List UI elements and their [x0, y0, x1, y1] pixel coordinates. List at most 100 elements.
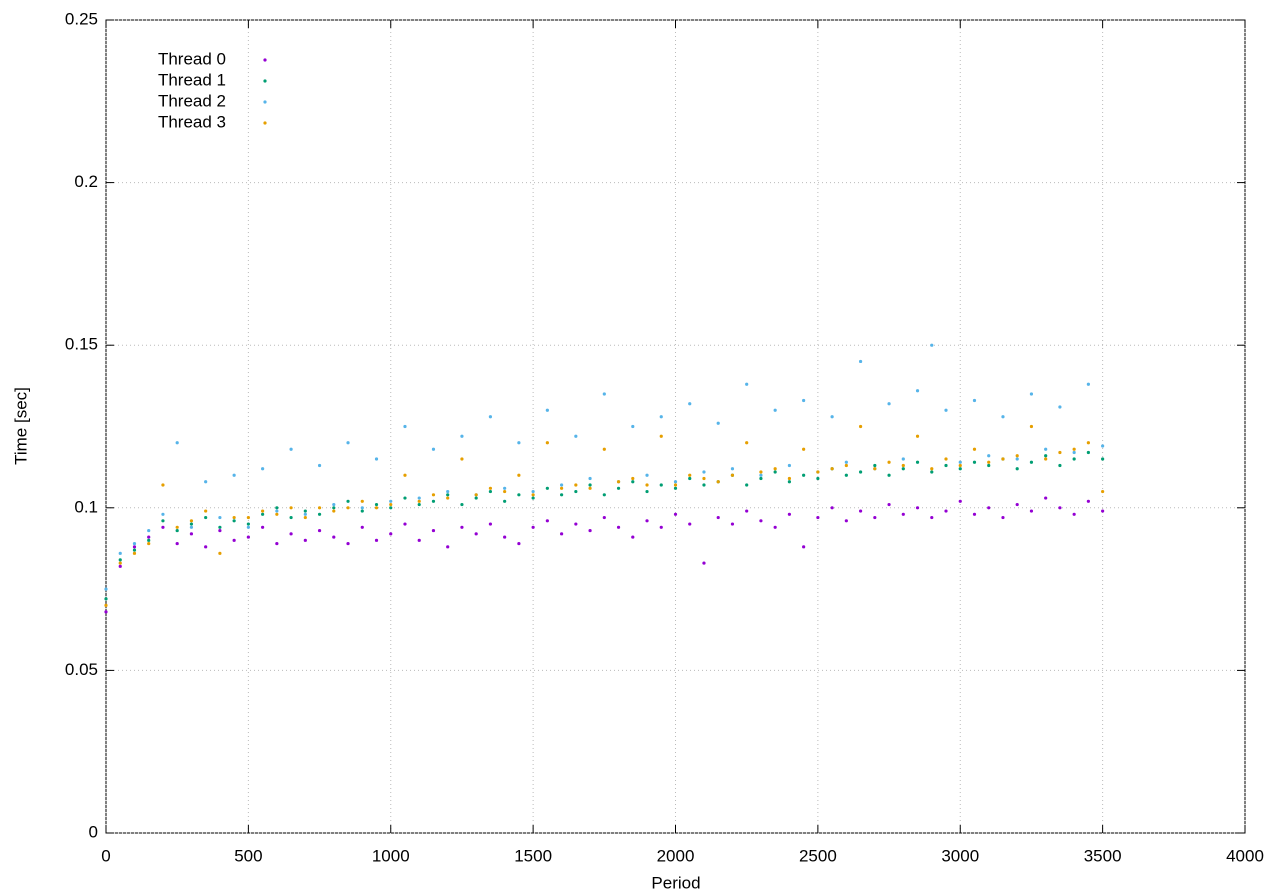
data-point	[1101, 457, 1105, 461]
legend-marker	[263, 79, 267, 83]
data-point	[460, 502, 464, 507]
data-point	[531, 496, 535, 500]
data-point	[189, 532, 194, 536]
data-point	[118, 561, 122, 565]
data-point	[673, 480, 678, 484]
data-point	[545, 441, 549, 445]
data-point	[1001, 515, 1005, 520]
data-point	[1086, 499, 1090, 503]
data-point	[1015, 454, 1019, 458]
data-point	[873, 515, 877, 520]
y-tick-label: 0.2	[74, 172, 98, 191]
data-point	[958, 463, 962, 468]
data-point	[816, 470, 820, 474]
data-point	[488, 486, 493, 490]
data-point	[759, 470, 763, 474]
data-point	[389, 506, 393, 510]
data-point	[389, 499, 393, 503]
data-point	[858, 509, 863, 513]
plot-frame	[105, 19, 1246, 834]
data-point	[816, 476, 820, 481]
data-point	[1029, 424, 1034, 429]
data-point	[1015, 467, 1019, 471]
legend-marker	[263, 121, 267, 125]
data-point	[816, 515, 820, 520]
data-point	[702, 561, 706, 565]
data-point	[616, 486, 621, 490]
data-point	[488, 415, 493, 419]
data-point	[659, 415, 663, 419]
data-point	[289, 532, 293, 536]
data-point	[403, 522, 407, 526]
x-tick-label: 3500	[1084, 846, 1122, 865]
data-point	[588, 528, 592, 533]
data-point	[645, 489, 649, 494]
data-point	[560, 483, 564, 487]
data-point	[317, 528, 322, 533]
data-point	[901, 463, 905, 468]
data-point	[360, 525, 364, 529]
data-point	[802, 447, 806, 451]
data-point	[246, 535, 250, 539]
data-point	[261, 525, 265, 529]
y-tick-label: 0.1	[74, 497, 98, 516]
data-point	[1044, 447, 1048, 451]
data-point	[830, 506, 834, 510]
data-point	[858, 470, 863, 474]
data-point	[972, 447, 977, 451]
data-point	[517, 441, 521, 445]
data-point	[374, 538, 379, 542]
data-point	[787, 476, 792, 481]
data-point	[232, 515, 236, 520]
data-point	[503, 486, 507, 490]
data-point	[930, 343, 934, 347]
data-point	[232, 519, 236, 523]
data-point	[631, 424, 635, 429]
data-point	[232, 538, 236, 542]
data-point	[118, 564, 122, 568]
data-point	[460, 525, 464, 529]
y-tick-label: 0.25	[65, 9, 98, 28]
data-point	[616, 525, 621, 529]
data-point	[104, 597, 108, 601]
data-point	[887, 460, 891, 464]
data-point	[602, 493, 606, 497]
data-point	[374, 506, 379, 510]
data-point	[944, 457, 948, 461]
data-point	[1029, 392, 1034, 396]
data-point	[147, 535, 151, 539]
data-point	[887, 473, 891, 477]
data-point	[759, 473, 763, 477]
data-point	[232, 473, 236, 477]
data-point	[616, 480, 621, 484]
data-point	[560, 532, 564, 536]
data-point	[503, 535, 507, 539]
data-point	[161, 512, 165, 516]
data-point	[972, 460, 977, 464]
data-point	[374, 457, 379, 461]
data-point	[873, 463, 877, 468]
data-point	[730, 467, 735, 471]
data-point	[858, 359, 863, 364]
data-point	[944, 408, 948, 412]
data-point	[574, 434, 578, 438]
data-point	[317, 463, 322, 468]
data-point	[189, 525, 194, 529]
data-point	[261, 512, 265, 516]
data-point	[716, 515, 720, 520]
data-point	[858, 424, 863, 429]
data-point	[303, 512, 307, 516]
data-point	[147, 528, 151, 533]
data-point	[332, 506, 336, 510]
data-point	[175, 528, 179, 533]
data-point	[275, 506, 279, 510]
x-tick-label: 500	[234, 846, 262, 865]
data-point	[431, 499, 436, 503]
data-point	[987, 454, 991, 458]
data-point	[1072, 457, 1076, 461]
data-point	[958, 499, 962, 503]
x-tick-label: 3000	[941, 846, 979, 865]
data-point	[588, 483, 592, 487]
data-point	[545, 486, 549, 490]
data-point	[773, 525, 777, 529]
